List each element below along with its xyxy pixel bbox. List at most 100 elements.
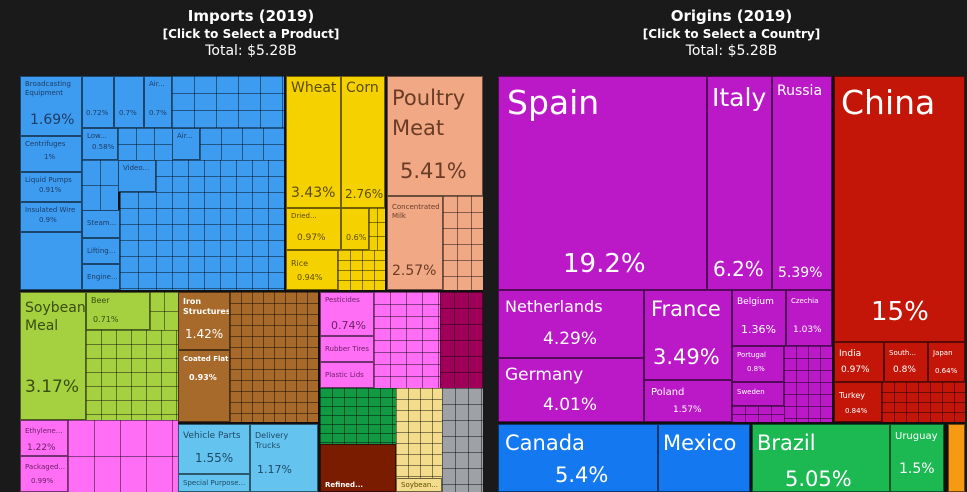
tile-beer[interactable]: Beer 0.71%	[86, 292, 150, 330]
value-corn: 2.76%	[345, 187, 384, 201]
tile-refined[interactable]: Refined...	[320, 444, 396, 492]
label-south-korea: South...	[889, 349, 917, 357]
tile-lifting[interactable]: Lifting...	[82, 238, 120, 264]
tile-engine[interactable]: Engine...	[82, 264, 120, 290]
label-steam: Steam...	[87, 219, 117, 227]
tile-portugal[interactable]: Portugal 0.8%	[732, 346, 784, 382]
tile-soybean[interactable]: Soybean...	[396, 478, 442, 492]
tile-poultry-meat[interactable]: Poultry Meat 5.41%	[387, 76, 483, 196]
tile-insulated-wire[interactable]: Insulated Wire 0.9%	[20, 202, 82, 232]
tile-russia[interactable]: Russia 5.39%	[772, 76, 832, 290]
tile-animal-small[interactable]	[443, 196, 483, 290]
tile-germany[interactable]: Germany 4.01%	[498, 358, 644, 422]
tile-metals-small[interactable]	[230, 292, 318, 422]
tile-air-2[interactable]: Air...	[172, 128, 200, 160]
label-beer: Beer	[91, 296, 110, 305]
value-belgium: 1.36%	[741, 323, 776, 336]
tile-low[interactable]: Low... 0.58%	[82, 128, 118, 160]
tile-czechia[interactable]: Czechia 1.03%	[786, 290, 832, 346]
tile-spain[interactable]: Spain 19.2%	[498, 76, 707, 290]
tile-instruments[interactable]	[442, 388, 483, 492]
tile-iron-structures[interactable]: Iron Structures 1.42%	[178, 292, 230, 350]
tile-vegetable-small-b[interactable]	[338, 250, 385, 290]
label-czechia: Czechia	[791, 297, 819, 305]
tile-machinery-small-f[interactable]	[120, 192, 156, 290]
tile-europe-small[interactable]	[784, 346, 832, 422]
tile-plastic-lids[interactable]: Plastic Lids	[320, 362, 374, 388]
tile-india[interactable]: India 0.97%	[834, 342, 884, 382]
tile-vegetable-item[interactable]: 0.6%	[341, 208, 369, 250]
origins-total: Total: $5.28B	[685, 43, 778, 59]
tile-textiles[interactable]	[320, 388, 396, 444]
value-rice: 0.94%	[297, 273, 323, 282]
tile-video[interactable]: Video...	[118, 160, 156, 192]
label-russia: Russia	[777, 83, 823, 99]
tile-machinery-a[interactable]: 0.72%	[82, 76, 114, 128]
tile-vegetable-small-a[interactable]	[369, 208, 385, 250]
tile-netherlands[interactable]: Netherlands 4.29%	[498, 290, 644, 358]
tile-europe-small-b[interactable]	[732, 406, 784, 422]
tile-foodstuffs-small-b[interactable]	[86, 330, 178, 420]
tile-asia-small[interactable]	[882, 382, 965, 422]
tile-wheat[interactable]: Wheat 3.43%	[286, 76, 341, 208]
tile-mexico[interactable]: Mexico	[658, 424, 750, 492]
tile-vehicle-parts[interactable]: Vehicle Parts 1.55%	[178, 424, 250, 474]
label-air: Air...	[149, 80, 165, 88]
label-spain: Spain	[507, 83, 600, 122]
value-machinery-b: 0.7%	[119, 109, 137, 117]
origins-subtitle[interactable]: [Click to Select a Country]	[642, 27, 821, 41]
tile-turkey[interactable]: Turkey 0.84%	[834, 382, 882, 422]
tile-canada[interactable]: Canada 5.4%	[498, 424, 658, 492]
tile-machinery-small-e[interactable]	[82, 160, 118, 210]
tile-chemicals-small-b[interactable]	[374, 292, 440, 388]
tile-plastics-dark[interactable]	[440, 292, 483, 388]
label-engine: Engine...	[87, 273, 118, 281]
tile-japan[interactable]: Japan 0.64%	[928, 342, 965, 382]
tile-packaged[interactable]: Ethylene... 1.22%	[20, 420, 68, 456]
tile-poland[interactable]: Poland 1.57%	[644, 380, 732, 422]
label-italy: Italy	[712, 83, 767, 112]
tile-china[interactable]: China 15%	[834, 76, 965, 342]
tile-rice[interactable]: Rice 0.94%	[286, 250, 338, 290]
tile-foodstuffs-small-a[interactable]	[150, 292, 178, 330]
tile-dried[interactable]: Dried... 0.97%	[286, 208, 341, 250]
tile-delivery-trucks[interactable]: Delivery Trucks 1.17%	[250, 424, 318, 492]
label-india: India	[839, 349, 862, 359]
tile-stone[interactable]	[396, 388, 442, 478]
tile-italy[interactable]: Italy 6.2%	[707, 76, 772, 290]
tile-special-purpose[interactable]: Special Purpose...	[178, 474, 250, 492]
tile-sweden[interactable]: Sweden	[732, 382, 784, 406]
tile-rubber-tires[interactable]: Rubber Tires	[320, 336, 374, 362]
label-poultry-meat: Poultry Meat	[392, 86, 466, 140]
tile-soybean-meal[interactable]: Soybean Meal 3.17%	[20, 292, 86, 420]
tile-concentrated-milk[interactable]: Concentrated Milk 2.57%	[387, 196, 443, 290]
tile-liquid-pumps[interactable]: Liquid Pumps 0.91%	[20, 172, 82, 202]
tile-brazil[interactable]: Brazil 5.05%	[752, 424, 890, 492]
tile-other-orange[interactable]	[948, 424, 965, 492]
tile-machinery-small-b[interactable]	[118, 128, 172, 160]
tile-france[interactable]: France 3.49%	[644, 290, 732, 380]
tile-uruguay[interactable]: Uruguay 1.5%	[890, 424, 944, 492]
tile-ethylene[interactable]: Pesticides 0.74%	[320, 292, 374, 336]
tile-centrifuges[interactable]: Centrifuges 1%	[20, 136, 82, 172]
tile-south-korea[interactable]: South... 0.8%	[884, 342, 928, 382]
tile-machinery-small-a[interactable]	[172, 76, 284, 128]
value-italy: 6.2%	[713, 257, 764, 281]
label-corn: Corn	[346, 80, 379, 96]
tile-machinery-small-d[interactable]	[156, 160, 284, 290]
tile-pesticides[interactable]: Packaged... 0.99%	[20, 456, 68, 492]
tile-chemicals-small-a[interactable]	[68, 420, 178, 492]
tile-coated-flat[interactable]: Coated Flat... 0.93%	[178, 350, 230, 422]
tile-machinery-small-c[interactable]	[200, 128, 284, 160]
label-centrifuges: Centrifuges	[25, 140, 66, 148]
tile-machinery-b[interactable]: 0.7%	[114, 76, 144, 128]
tile-machinery-misc-left[interactable]	[20, 232, 82, 290]
tile-broadcasting-equipment[interactable]: Broadcasting Equipment 1.69%	[20, 76, 82, 136]
value-wheat: 3.43%	[291, 185, 336, 201]
tile-belgium[interactable]: Belgium 1.36%	[732, 290, 786, 346]
label-refined: Refined...	[325, 481, 364, 489]
tile-steam[interactable]: Steam...	[82, 210, 120, 238]
imports-subtitle[interactable]: [Click to Select a Product]	[162, 27, 340, 41]
tile-corn[interactable]: Corn 2.76%	[341, 76, 385, 208]
tile-air[interactable]: Air... 0.7%	[144, 76, 172, 128]
